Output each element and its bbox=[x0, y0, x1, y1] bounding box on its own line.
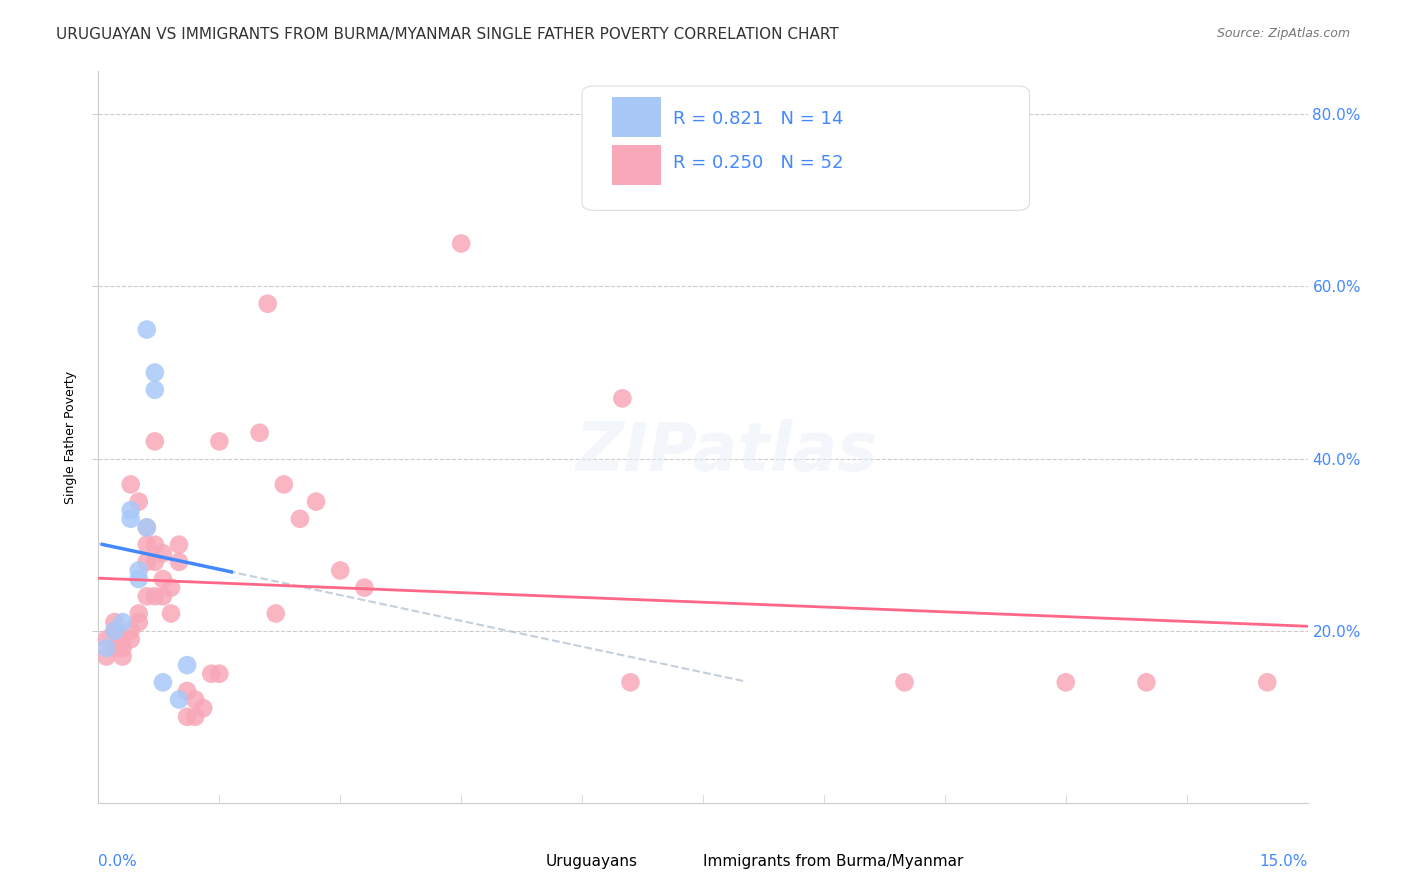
Point bbox=[450, 236, 472, 251]
Point bbox=[120, 503, 142, 517]
Point bbox=[193, 701, 215, 715]
Point bbox=[103, 624, 125, 638]
Point bbox=[120, 632, 142, 647]
Point bbox=[143, 555, 166, 569]
Text: Source: ZipAtlas.com: Source: ZipAtlas.com bbox=[1216, 27, 1350, 40]
Point bbox=[128, 494, 150, 508]
Point bbox=[619, 675, 641, 690]
Point bbox=[96, 649, 118, 664]
Point bbox=[143, 383, 166, 397]
Point bbox=[135, 520, 157, 534]
Text: URUGUAYAN VS IMMIGRANTS FROM BURMA/MYANMAR SINGLE FATHER POVERTY CORRELATION CHA: URUGUAYAN VS IMMIGRANTS FROM BURMA/MYANM… bbox=[56, 27, 839, 42]
FancyBboxPatch shape bbox=[661, 839, 690, 865]
Point bbox=[1256, 675, 1278, 690]
Point bbox=[256, 296, 278, 310]
Point bbox=[111, 615, 134, 629]
Point bbox=[1135, 675, 1157, 690]
Point bbox=[264, 607, 287, 621]
Point bbox=[143, 538, 166, 552]
Point bbox=[135, 555, 157, 569]
Text: ZIPatlas: ZIPatlas bbox=[576, 418, 879, 484]
Point bbox=[120, 624, 142, 638]
Point bbox=[288, 512, 311, 526]
Text: R = 0.821   N = 14: R = 0.821 N = 14 bbox=[672, 110, 844, 128]
Point bbox=[305, 494, 328, 508]
Point bbox=[176, 684, 198, 698]
Point bbox=[160, 607, 183, 621]
Point bbox=[111, 632, 134, 647]
Point bbox=[128, 564, 150, 578]
FancyBboxPatch shape bbox=[613, 145, 661, 185]
Point bbox=[612, 392, 634, 406]
Point bbox=[135, 520, 157, 534]
Point bbox=[103, 615, 125, 629]
Point bbox=[152, 546, 174, 560]
Point bbox=[152, 589, 174, 603]
Point bbox=[103, 624, 125, 638]
Point bbox=[208, 434, 231, 449]
Point bbox=[111, 649, 134, 664]
Point bbox=[1054, 675, 1077, 690]
Y-axis label: Single Father Poverty: Single Father Poverty bbox=[63, 370, 77, 504]
Point bbox=[120, 512, 142, 526]
Point bbox=[208, 666, 231, 681]
Point bbox=[143, 434, 166, 449]
Point bbox=[135, 538, 157, 552]
FancyBboxPatch shape bbox=[498, 839, 527, 865]
Point bbox=[128, 607, 150, 621]
Point bbox=[152, 572, 174, 586]
Point bbox=[135, 322, 157, 336]
Point bbox=[143, 589, 166, 603]
Point bbox=[128, 572, 150, 586]
Point bbox=[353, 581, 375, 595]
Point bbox=[103, 640, 125, 655]
FancyBboxPatch shape bbox=[613, 97, 661, 137]
Point bbox=[160, 581, 183, 595]
Point bbox=[273, 477, 295, 491]
Point bbox=[143, 366, 166, 380]
Point bbox=[893, 675, 915, 690]
Point bbox=[249, 425, 271, 440]
Point bbox=[128, 615, 150, 629]
Point bbox=[111, 640, 134, 655]
Point bbox=[135, 589, 157, 603]
Text: R = 0.250   N = 52: R = 0.250 N = 52 bbox=[672, 153, 844, 172]
Point bbox=[200, 666, 222, 681]
Point bbox=[184, 710, 207, 724]
Point bbox=[176, 658, 198, 673]
Point bbox=[176, 710, 198, 724]
Point bbox=[120, 477, 142, 491]
Point bbox=[96, 640, 118, 655]
Text: Immigrants from Burma/Myanmar: Immigrants from Burma/Myanmar bbox=[703, 854, 963, 869]
Point bbox=[152, 675, 174, 690]
Point bbox=[96, 632, 118, 647]
Text: Uruguayans: Uruguayans bbox=[546, 854, 638, 869]
Point bbox=[167, 692, 190, 706]
Point bbox=[167, 555, 190, 569]
FancyBboxPatch shape bbox=[582, 86, 1029, 211]
Text: 0.0%: 0.0% bbox=[98, 854, 138, 869]
Text: 15.0%: 15.0% bbox=[1260, 854, 1308, 869]
Point bbox=[329, 564, 352, 578]
Point bbox=[167, 538, 190, 552]
Point bbox=[184, 692, 207, 706]
